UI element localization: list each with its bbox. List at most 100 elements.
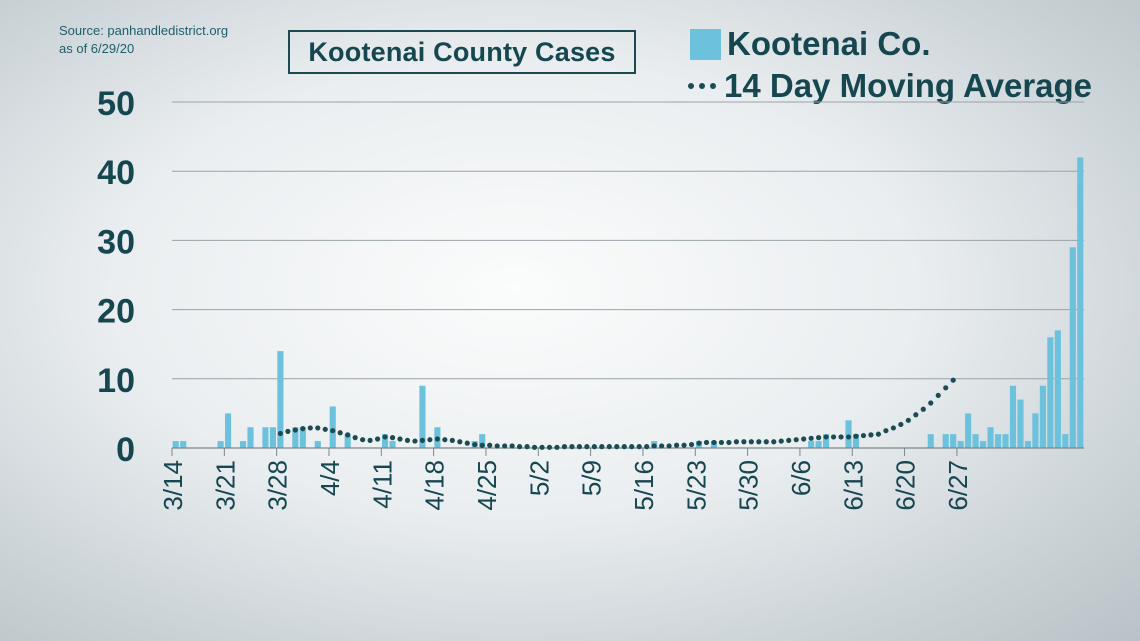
bar [815,441,822,448]
moving-average-point [651,443,657,449]
moving-average-point [629,444,635,450]
moving-average-point [345,432,351,438]
bar [942,434,949,448]
bar [269,427,276,448]
moving-average-point [397,436,403,442]
moving-average-point [718,439,725,446]
moving-average-point [434,436,440,442]
x-tick-label: 4/11 [367,460,397,509]
moving-average-point [763,439,769,445]
moving-average-point [845,434,852,440]
bar [247,427,254,448]
bar [1024,441,1031,448]
moving-average-point [502,443,508,449]
source-line: Source: panhandledistrict.org [59,23,229,38]
moving-average-point [868,432,874,438]
moving-average-point [808,435,814,441]
moving-average-point [726,439,732,446]
moving-average-point [703,439,710,446]
moving-average-point [816,435,822,441]
bar [994,434,1002,448]
moving-average-point [659,443,665,449]
moving-average-point [681,442,687,448]
moving-average-point [771,439,777,445]
moving-average-point [883,428,889,434]
moving-average-point [688,441,695,448]
bar [329,406,336,448]
moving-average-point [696,440,702,446]
bar [277,351,284,448]
y-tick-label: 20 [97,293,135,331]
moving-average-point [621,444,627,450]
legend-bar-swatch [690,28,721,60]
x-tick-label: 5/30 [734,460,764,511]
x-tick-label: 6/27 [943,460,973,511]
moving-average-point [905,417,911,423]
moving-average-point [801,436,807,442]
moving-average-point [741,439,747,445]
bar [927,434,934,448]
bar [1069,247,1076,448]
y-tick-label: 40 [97,154,135,192]
as-of-line: as of 6/29/20 [59,41,135,56]
chart-title: Kootenai County Cases [308,36,616,67]
bar [180,441,187,448]
moving-average-point [584,444,590,450]
x-tick-label: 6/20 [891,460,921,511]
bar [852,434,860,448]
moving-average-point [464,440,470,446]
moving-average-point [352,435,358,441]
moving-average-point [472,441,478,448]
moving-average-point [419,437,426,443]
y-tick-label: 30 [97,223,135,261]
bar [823,434,830,448]
moving-average-point [300,426,306,432]
legend-dotted-line-swatch [688,83,716,89]
moving-average-point [853,433,859,439]
moving-average-point [786,437,792,443]
x-tick-label: 5/2 [524,460,554,496]
x-tick-label: 3/21 [210,460,240,511]
legend-item-cases: Kootenai Co. [690,25,931,63]
bar [1077,157,1084,449]
moving-average-point [539,444,545,450]
x-tick-label: 6/13 [838,460,868,511]
bar [314,441,321,448]
moving-average-point [666,443,672,449]
moving-average-point [733,439,739,445]
moving-average-point [673,442,680,448]
moving-average-point [823,434,829,440]
moving-average-point [943,385,949,391]
moving-average-point [950,377,956,383]
moving-average-point [404,437,411,443]
moving-average-point [576,444,583,450]
bar [389,441,396,448]
x-tick-label: 5/16 [629,460,659,511]
x-tick-label: 4/18 [420,460,450,511]
bar [479,434,486,448]
moving-average-point [322,426,328,432]
bar [1032,413,1039,448]
x-tick-label: 5/23 [681,460,711,511]
bar [1047,337,1054,448]
y-tick-label: 0 [116,431,135,469]
moving-average-point [449,437,455,443]
y-tick-label: 50 [97,85,135,123]
moving-average-point [442,437,448,443]
bar [1039,385,1046,448]
legend-label-cases: Kootenai Co. [727,25,931,62]
bar [344,434,351,448]
moving-average-point [569,444,575,450]
bar [972,434,979,448]
bar [987,427,994,448]
x-tick-label: 6/6 [786,460,816,496]
legend-item-average: 14 Day Moving Average [688,67,1092,105]
moving-average-point [292,427,298,433]
moving-average-point [599,444,605,450]
moving-average-point [756,439,762,445]
moving-average-point [778,438,784,444]
moving-average-point [898,421,904,428]
bar [1017,399,1024,448]
legend-label-average: 14 Day Moving Average [724,67,1093,104]
bar [381,434,389,448]
